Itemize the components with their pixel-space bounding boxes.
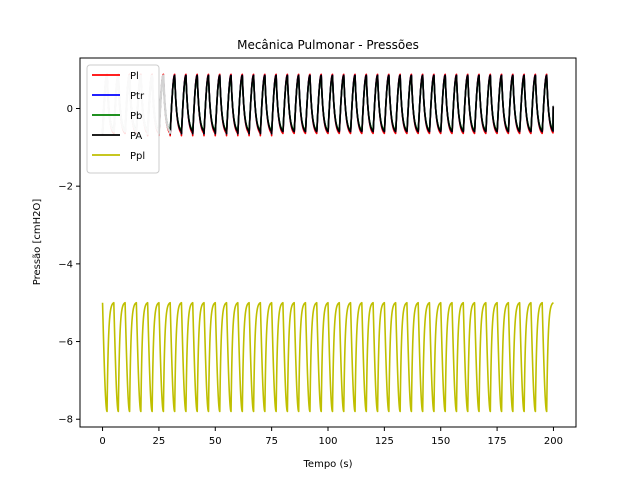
legend-label: Ptr (130, 91, 145, 102)
legend-label: PA (130, 131, 142, 142)
y-tick-label: −8 (58, 415, 73, 426)
x-tick-label: 100 (318, 436, 337, 447)
legend: Pl Ptr Pb PA Ppl (86, 64, 160, 174)
x-axis-ticks: 0 25 50 75 100 125 150 175 200 (99, 427, 563, 447)
x-tick-label: 50 (209, 436, 222, 447)
x-tick-label: 25 (153, 436, 166, 447)
y-tick-label: −6 (58, 337, 73, 348)
plot-frame (79, 57, 577, 428)
series-line-pa (101, 74, 555, 135)
x-tick-label: 150 (431, 436, 450, 447)
y-axis-ticks: −8 −6 −4 −2 0 (58, 104, 80, 426)
x-tick-label: 75 (265, 436, 278, 447)
x-axis-title: Tempo (s) (303, 459, 353, 470)
x-tick-label: 175 (488, 436, 507, 447)
y-tick-label: 0 (67, 104, 73, 115)
legend-box (86, 64, 160, 174)
x-tick-label: 125 (375, 436, 394, 447)
legend-label: Pb (130, 111, 142, 122)
y-axis-title: Pressão [cmH2O] (32, 199, 43, 286)
x-tick-label: 0 (99, 436, 105, 447)
chart-title: Mecânica Pulmonar - Pressões (237, 38, 419, 52)
x-tick-label: 200 (544, 436, 563, 447)
legend-label: Ppl (130, 151, 145, 162)
y-tick-label: −2 (58, 182, 73, 193)
y-tick-label: −4 (58, 259, 73, 270)
series-line-ppl (101, 301, 555, 413)
legend-label: Pl (130, 71, 139, 82)
